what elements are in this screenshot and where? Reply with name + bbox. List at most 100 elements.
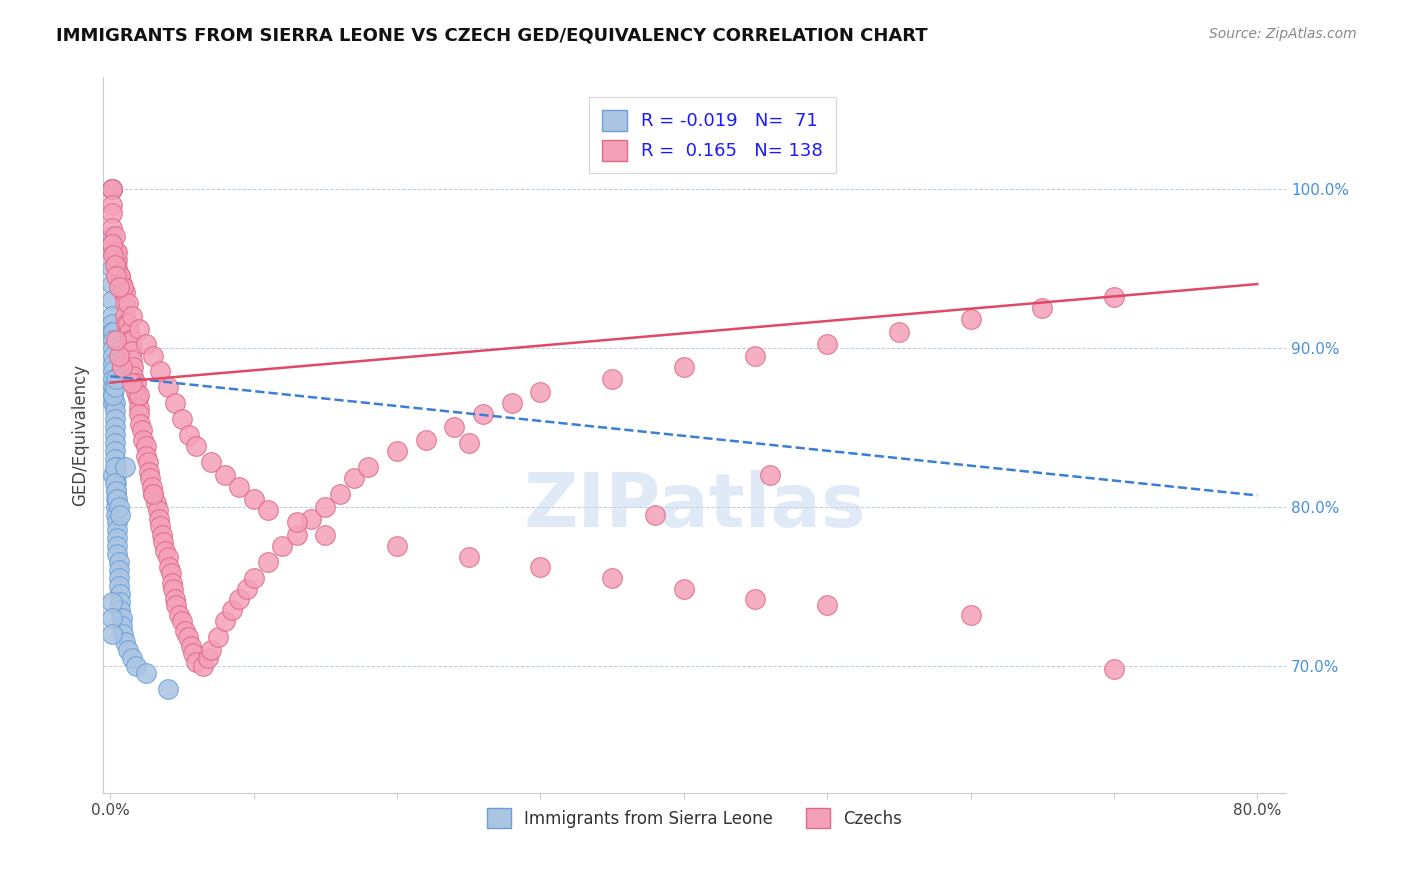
Point — [111, 359, 134, 374]
Point — [299, 512, 322, 526]
Point — [138, 465, 160, 479]
Point — [179, 428, 201, 442]
Point — [177, 630, 200, 644]
Point — [132, 433, 155, 447]
Point — [105, 333, 128, 347]
Point — [385, 444, 408, 458]
Point — [101, 388, 124, 402]
Point — [104, 420, 127, 434]
Point — [100, 197, 122, 211]
Point — [118, 325, 141, 339]
Point — [111, 611, 134, 625]
Point — [108, 563, 131, 577]
Point — [101, 364, 124, 378]
Point — [107, 245, 129, 260]
Point — [117, 642, 139, 657]
Point — [128, 388, 150, 402]
Point — [105, 372, 128, 386]
Point — [672, 582, 695, 597]
Point — [1102, 662, 1125, 676]
Point — [101, 349, 124, 363]
Point — [105, 500, 128, 514]
Point — [141, 481, 163, 495]
Point — [329, 487, 352, 501]
Point — [107, 491, 129, 506]
Point — [228, 591, 250, 606]
Point — [257, 555, 280, 569]
Point — [1102, 290, 1125, 304]
Point — [131, 423, 153, 437]
Point — [125, 385, 148, 400]
Point — [242, 571, 264, 585]
Point — [529, 385, 551, 400]
Point — [107, 539, 129, 553]
Point — [314, 528, 336, 542]
Point — [314, 500, 336, 514]
Point — [165, 598, 187, 612]
Point — [105, 467, 128, 482]
Point — [121, 333, 143, 347]
Point — [180, 640, 202, 654]
Point — [107, 524, 129, 538]
Point — [108, 280, 131, 294]
Point — [183, 646, 205, 660]
Point — [117, 296, 139, 310]
Point — [759, 467, 782, 482]
Point — [142, 487, 165, 501]
Point — [121, 376, 143, 390]
Point — [107, 532, 129, 546]
Point — [186, 656, 208, 670]
Point — [159, 566, 181, 581]
Point — [101, 380, 124, 394]
Point — [101, 388, 124, 402]
Point — [101, 341, 124, 355]
Point — [145, 496, 167, 510]
Point — [200, 642, 222, 657]
Point — [100, 182, 122, 196]
Point — [228, 481, 250, 495]
Point — [101, 333, 124, 347]
Point — [207, 630, 229, 644]
Point — [135, 449, 157, 463]
Point — [600, 571, 623, 585]
Point — [214, 614, 236, 628]
Point — [285, 516, 308, 530]
Point — [160, 575, 183, 590]
Point — [163, 591, 186, 606]
Point — [122, 369, 145, 384]
Point — [127, 392, 149, 406]
Point — [105, 508, 128, 522]
Point — [150, 528, 173, 542]
Point — [100, 325, 122, 339]
Point — [108, 579, 131, 593]
Point — [104, 245, 127, 260]
Point — [529, 560, 551, 574]
Point — [100, 237, 122, 252]
Point — [197, 650, 219, 665]
Point — [472, 408, 495, 422]
Point — [108, 571, 131, 585]
Point — [100, 245, 122, 260]
Point — [100, 229, 122, 244]
Point — [163, 396, 186, 410]
Point — [105, 253, 128, 268]
Point — [173, 624, 195, 638]
Point — [100, 237, 122, 252]
Point — [101, 372, 124, 386]
Point — [959, 312, 981, 326]
Point — [385, 539, 408, 553]
Point — [167, 607, 190, 622]
Point — [1031, 301, 1053, 315]
Point — [285, 528, 308, 542]
Point — [457, 436, 479, 450]
Point — [111, 619, 134, 633]
Point — [100, 277, 122, 291]
Point — [114, 634, 136, 648]
Legend: Immigrants from Sierra Leone, Czechs: Immigrants from Sierra Leone, Czechs — [481, 802, 908, 834]
Point — [744, 349, 766, 363]
Point — [644, 508, 666, 522]
Point — [128, 408, 150, 422]
Point — [107, 269, 129, 284]
Point — [104, 229, 127, 244]
Point — [815, 337, 838, 351]
